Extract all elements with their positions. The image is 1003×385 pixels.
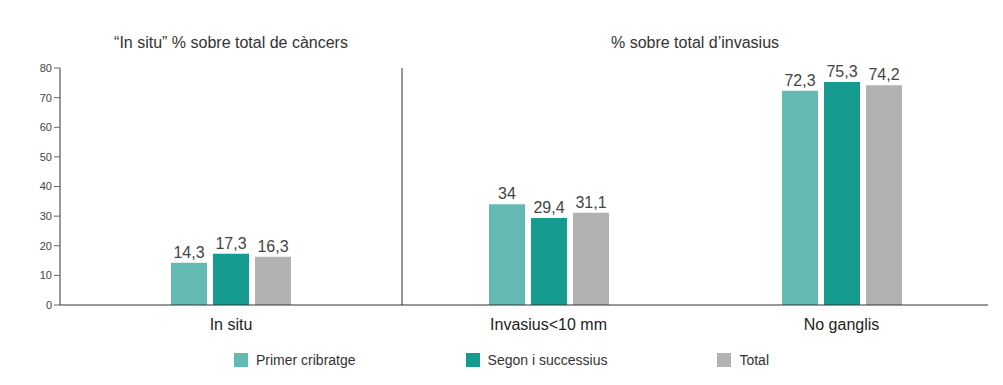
svg-text:17,3: 17,3 <box>215 235 246 252</box>
svg-text:10: 10 <box>40 269 52 281</box>
html-text:“In situ” % sobre total de càn: “In situ” % sobre total de càncers <box>114 34 348 51</box>
svg-text:Invasius<10 mm: Invasius<10 mm <box>490 316 607 333</box>
svg-text:50: 50 <box>40 151 52 163</box>
svg-text:74,2: 74,2 <box>868 66 899 83</box>
svg-text:30: 30 <box>40 210 52 222</box>
svg-text:0: 0 <box>46 299 52 311</box>
svg-text:31,1: 31,1 <box>575 194 606 211</box>
svg-text:75,3: 75,3 <box>826 63 857 80</box>
html-text:Primer cribratge: Primer cribratge <box>256 352 356 368</box>
svg-text:16,3: 16,3 <box>257 238 288 255</box>
html-text:Segon i successius: Segon i successius <box>487 352 608 368</box>
svg-text:40: 40 <box>40 180 52 192</box>
svg-text:70: 70 <box>40 92 52 104</box>
svg-text:29,4: 29,4 <box>533 199 564 216</box>
html-text:Total: Total <box>739 352 769 368</box>
svg-text:14,3: 14,3 <box>173 244 204 261</box>
svg-text:60: 60 <box>40 121 52 133</box>
svg-text:No ganglis: No ganglis <box>804 316 880 333</box>
svg-text:72,3: 72,3 <box>784 72 815 89</box>
svg-text:34: 34 <box>498 185 516 202</box>
svg-text:20: 20 <box>40 240 52 252</box>
svg-text:80: 80 <box>40 62 52 74</box>
html-text:% sobre total d’invasius: % sobre total d’invasius <box>611 34 779 51</box>
svg-text:In situ: In situ <box>210 316 253 333</box>
